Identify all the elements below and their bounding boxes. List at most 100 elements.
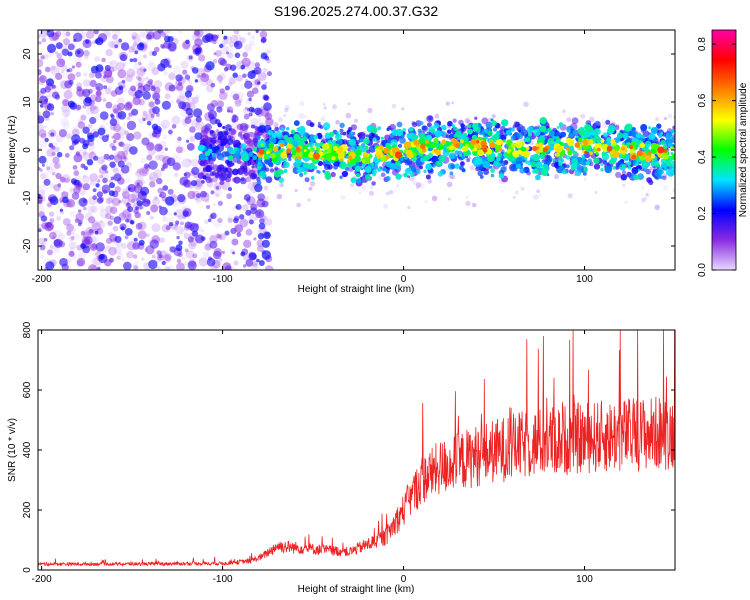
- spectrogram-cell: [39, 30, 48, 38]
- spectrogram-cell: [94, 230, 99, 235]
- spectrogram-cell: [194, 179, 203, 188]
- spectrogram-cell: [372, 172, 376, 177]
- spectrogram-cell: [110, 176, 115, 181]
- spectrogram-cell: [271, 132, 277, 138]
- spectrogram-cell: [514, 168, 518, 172]
- spectrogram-cell: [434, 113, 440, 119]
- spectrogram-cell: [157, 63, 166, 72]
- spectrogram-cell: [348, 138, 356, 146]
- spectrogram-cell: [119, 54, 128, 62]
- spectrogram-cell: [321, 157, 325, 161]
- spectrogram-cell: [433, 138, 439, 144]
- spectrogram-cell: [126, 202, 130, 206]
- spectrogram-cell: [288, 139, 293, 144]
- spectrogram-cell: [538, 142, 543, 148]
- spectrogram-cell: [136, 200, 143, 207]
- spectrogram-cell: [82, 174, 86, 178]
- spectrogram-cell: [565, 164, 570, 169]
- spectrogram-xtick-label: -100: [213, 274, 233, 285]
- spectrogram-cell: [173, 225, 178, 231]
- spectrogram-cell: [109, 161, 116, 168]
- spectrogram-cell: [78, 209, 82, 213]
- spectrogram-cell: [646, 177, 652, 183]
- spectrogram-cell: [371, 133, 375, 137]
- spectrogram-cell: [635, 132, 642, 139]
- spectrogram-cell: [257, 243, 262, 248]
- spectrogram-cell: [243, 239, 252, 248]
- spectrogram-cell: [299, 172, 304, 178]
- spectrogram-cell: [205, 199, 210, 203]
- spectrogram-cell: [217, 131, 224, 139]
- spectrogram-cell: [583, 168, 588, 172]
- spectrogram-cell: [216, 75, 223, 82]
- spectrogram-cell: [214, 99, 224, 109]
- spectrogram-cell: [103, 85, 108, 90]
- spectrogram-cell: [200, 236, 206, 242]
- spectrogram-cell: [102, 98, 107, 102]
- spectrogram-cell: [137, 43, 145, 51]
- spectrogram-cell: [101, 184, 111, 194]
- spectrogram-cell: [574, 169, 582, 176]
- spectrogram-cell: [148, 176, 156, 184]
- spectrogram-cell: [131, 108, 139, 116]
- spectrogram-cell: [450, 174, 455, 180]
- spectrogram-cell: [605, 119, 611, 125]
- spectrogram-cell: [167, 41, 177, 52]
- spectrogram-cell: [127, 214, 132, 219]
- spectrogram-cell: [131, 263, 135, 267]
- spectrogram-cell: [159, 249, 169, 259]
- spectrogram-cell: [50, 65, 56, 71]
- spectrogram-cell: [547, 127, 552, 132]
- spectrogram-cell: [250, 118, 259, 127]
- spectrogram-cell: [168, 72, 176, 80]
- spectrogram-cell: [376, 155, 381, 160]
- spectrogram-cell: [108, 190, 115, 197]
- spectrogram-cell: [42, 110, 51, 119]
- spectrogram-cell: [82, 79, 91, 87]
- spectrogram-cell: [409, 175, 415, 182]
- spectrogram-cell: [332, 104, 337, 110]
- spectrogram-cell: [313, 134, 319, 140]
- spectrogram-cell: [190, 158, 200, 168]
- spectrogram-cell: [655, 117, 660, 122]
- spectrogram-cell: [219, 233, 227, 241]
- spectrogram-cell: [283, 169, 288, 173]
- spectrogram-cell: [112, 225, 119, 232]
- spectrogram-cell: [247, 161, 252, 166]
- spectrogram-cell: [95, 242, 105, 252]
- spectrogram-cell: [240, 177, 247, 185]
- spectrogram-cell: [72, 165, 78, 170]
- spectrogram-cell: [483, 169, 490, 175]
- spectrogram-cell: [600, 139, 605, 143]
- spectrogram-cell: [493, 160, 499, 167]
- spectrogram-cell: [542, 147, 548, 153]
- spectrogram-cell: [91, 257, 101, 267]
- spectrogram-cell: [501, 119, 509, 127]
- spectrogram-cell: [75, 151, 80, 156]
- spectrogram-cell: [80, 230, 86, 236]
- spectrogram-cell: [246, 90, 254, 98]
- spectrogram-cell: [226, 173, 232, 179]
- spectrogram-cell: [198, 257, 208, 267]
- spectrogram-cell: [390, 163, 397, 169]
- spectrogram-cell: [388, 189, 394, 195]
- spectrogram-cell: [455, 127, 459, 131]
- spectrogram-cell: [460, 161, 465, 167]
- spectrogram-cell: [55, 51, 58, 55]
- spectrogram-cell: [261, 239, 270, 248]
- spectrogram-cell: [225, 159, 230, 165]
- spectrogram-cell: [614, 137, 621, 143]
- spectrogram-cell: [254, 183, 263, 193]
- spectrogram-cell: [660, 158, 667, 165]
- spectrogram-cell: [191, 230, 199, 237]
- spectrogram-cell: [441, 124, 447, 130]
- spectrogram-cell: [68, 250, 75, 258]
- spectrogram-cell: [267, 71, 272, 77]
- spectrogram-cell: [123, 261, 132, 270]
- spectrogram-cell: [245, 259, 254, 267]
- spectrogram-cell: [419, 183, 425, 190]
- spectrogram-cell: [172, 162, 181, 171]
- spectrogram-cell: [212, 250, 222, 260]
- spectrogram-cell: [60, 117, 69, 127]
- spectrogram-cell: [460, 127, 465, 132]
